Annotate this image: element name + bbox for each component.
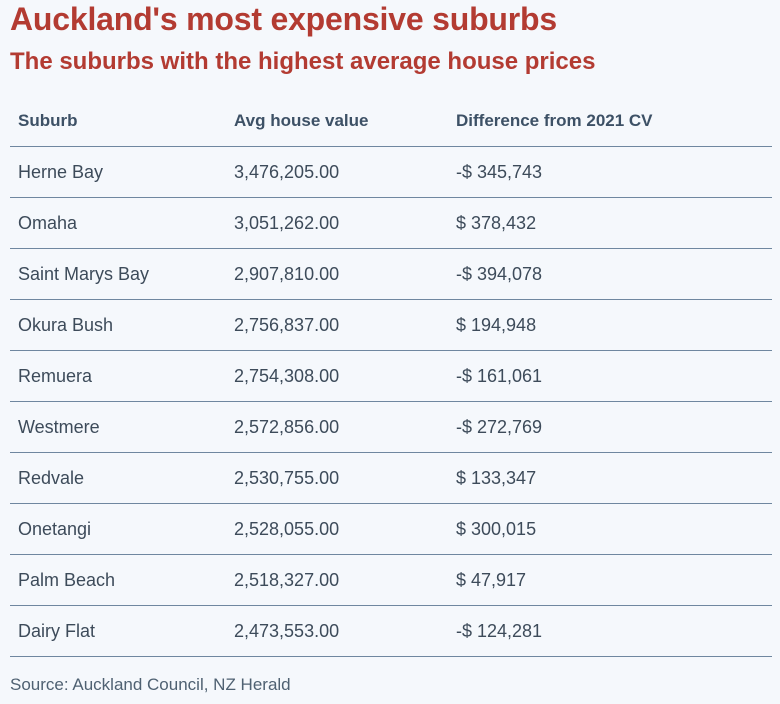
source-note: Source: Auckland Council, NZ Herald [10, 675, 291, 694]
column-header-difference: Difference from 2021 CV [456, 111, 653, 130]
suburb-cell: Okura Bush [18, 314, 114, 335]
avg-house-value-cell: 2,907,810.00 [234, 263, 340, 284]
avg-house-value-cell: 3,051,262.00 [234, 212, 340, 233]
difference-cell: $ 194,948 [456, 314, 537, 335]
suburb-cell: Westmere [18, 416, 100, 437]
suburb-cell: Redvale [18, 467, 85, 488]
difference-cell: -$ 124,281 [456, 620, 543, 641]
difference-cell: -$ 345,743 [456, 161, 543, 182]
column-header-suburb: Suburb [18, 111, 78, 130]
table-row: Redvale 2,530,755.00 $ 133,347 [10, 453, 772, 504]
difference-cell: $ 378,432 [456, 212, 537, 233]
table-row: Westmere 2,572,856.00 -$ 272,769 [10, 402, 772, 453]
suburb-cell: Dairy Flat [18, 620, 96, 641]
suburb-cell: Onetangi [18, 518, 92, 539]
difference-cell: $ 300,015 [456, 518, 537, 539]
table-row: Dairy Flat 2,473,553.00 -$ 124,281 [10, 606, 772, 657]
suburb-cell: Omaha [18, 212, 78, 233]
table-header-row: Suburb Avg house value Difference from 2… [10, 96, 772, 147]
difference-cell: -$ 161,061 [456, 365, 543, 386]
avg-house-value-cell: 2,528,055.00 [234, 518, 340, 539]
table-row: Herne Bay 3,476,205.00 -$ 345,743 [10, 147, 772, 198]
avg-house-value-cell: 2,473,553.00 [234, 620, 340, 641]
avg-house-value-cell: 2,754,308.00 [234, 365, 340, 386]
difference-cell: -$ 272,769 [456, 416, 543, 437]
difference-cell: $ 133,347 [456, 467, 537, 488]
avg-house-value-cell: 2,530,755.00 [234, 467, 340, 488]
table-row: Onetangi 2,528,055.00 $ 300,015 [10, 504, 772, 555]
suburb-cell: Herne Bay [18, 161, 104, 182]
avg-house-value-cell: 2,518,327.00 [234, 569, 340, 590]
suburb-cell: Saint Marys Bay [18, 263, 150, 284]
table-row: Omaha 3,051,262.00 $ 378,432 [10, 198, 772, 249]
table-row: Okura Bush 2,756,837.00 $ 194,948 [10, 300, 772, 351]
avg-house-value-cell: 3,476,205.00 [234, 161, 340, 182]
difference-cell: -$ 394,078 [456, 263, 543, 284]
chart-title: Auckland's most expensive suburbs [10, 1, 557, 37]
table-row: Saint Marys Bay 2,907,810.00 -$ 394,078 [10, 249, 772, 300]
avg-house-value-cell: 2,572,856.00 [234, 416, 340, 437]
column-header-avg-house-value: Avg house value [234, 111, 369, 130]
suburb-cell: Palm Beach [18, 569, 116, 590]
chart-subtitle: The suburbs with the highest average hou… [10, 48, 596, 75]
table-row: Remuera 2,754,308.00 -$ 161,061 [10, 351, 772, 402]
table-row: Palm Beach 2,518,327.00 $ 47,917 [10, 555, 772, 606]
avg-house-value-cell: 2,756,837.00 [234, 314, 340, 335]
table-body: Herne Bay 3,476,205.00 -$ 345,743 Omaha 3,05… [10, 147, 772, 657]
data-table: Suburb Avg house value Difference from 2… [10, 96, 772, 657]
difference-cell: $ 47,917 [456, 569, 527, 590]
suburb-cell: Remuera [18, 365, 93, 386]
